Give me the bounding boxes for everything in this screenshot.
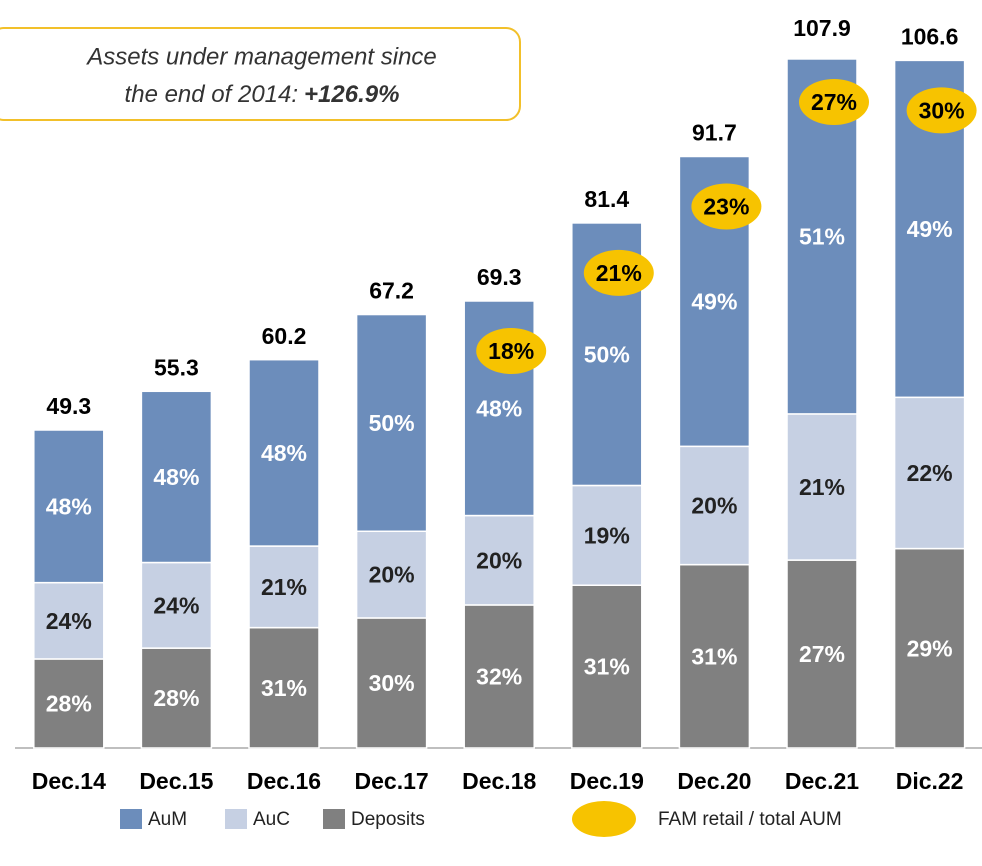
segment-label: 21% [261, 574, 307, 600]
segment-label: 48% [476, 395, 522, 421]
x-tick-label: Dic.22 [896, 768, 964, 794]
annotation: the end of 2014: +126.9% [125, 81, 400, 108]
legend-label: AuC [253, 809, 290, 830]
segment-label: 50% [584, 341, 630, 367]
segment-label: 24% [153, 592, 199, 618]
legend-swatch [323, 809, 345, 829]
fam-label: 21% [596, 260, 642, 286]
total-label: 49.3 [46, 393, 91, 419]
x-tick-label: Dec.19 [570, 768, 644, 794]
segment-label: 20% [476, 547, 522, 573]
fam-bubble [799, 79, 869, 125]
total-label: 67.2 [369, 278, 414, 304]
bar-segment [463, 604, 535, 749]
segment-label: 32% [476, 664, 522, 690]
segment-label: 30% [369, 670, 415, 696]
segment-label: 28% [153, 685, 199, 711]
fam-label: 27% [811, 89, 857, 115]
bar-segment [678, 563, 751, 749]
annotation-box [0, 27, 521, 121]
bar-segment [463, 514, 535, 606]
annotation: the end of 2014: [125, 81, 298, 108]
bar-segment [33, 658, 105, 749]
segment-label: 48% [46, 493, 92, 519]
legend-swatch [225, 809, 247, 829]
fam-bubble [906, 87, 977, 134]
segment-label: 29% [907, 635, 953, 661]
total-label: 55.3 [154, 354, 199, 380]
x-tick-label: Dec.16 [247, 768, 321, 794]
segment-label: 20% [369, 562, 415, 588]
total-label: 60.2 [262, 323, 307, 349]
x-tick-label: Dec.20 [677, 768, 751, 794]
bar-segment [140, 390, 213, 564]
legend-label: Deposits [351, 809, 425, 830]
x-tick-label: Dec.18 [462, 768, 536, 794]
bar-segment [140, 647, 213, 749]
x-tick-label: Dec.21 [785, 768, 859, 794]
segment-label: 48% [153, 464, 199, 490]
segment-label: 21% [799, 474, 845, 500]
total-label: 69.3 [477, 264, 522, 290]
segment-label: 31% [261, 675, 307, 701]
bar-segment [571, 484, 643, 586]
total-label: 107.9 [793, 15, 851, 41]
bar-segment [355, 617, 428, 749]
bar-segment [786, 413, 858, 561]
fam-bubble [476, 327, 547, 374]
segment-label: 50% [369, 410, 415, 436]
bar-segment [248, 358, 320, 547]
bar-segment [893, 547, 966, 749]
segment-label: 49% [907, 216, 953, 242]
segment-label: 49% [691, 288, 737, 314]
segment-label: 51% [799, 224, 845, 250]
bar-segment [355, 530, 428, 619]
segment-label: 28% [46, 691, 92, 717]
total-label: 91.7 [692, 120, 737, 146]
segment-label: 24% [46, 608, 92, 634]
bar-segment [786, 559, 858, 749]
segment-label: 31% [584, 654, 630, 680]
bar-segment [355, 313, 428, 533]
x-tick-label: Dec.14 [32, 768, 106, 794]
fam-label: 30% [919, 97, 965, 123]
annotation-highlight: +126.9% [304, 81, 399, 108]
fam-label: 23% [703, 194, 749, 220]
legend-label: AuM [148, 809, 187, 830]
legend-label: FAM retail / total AUM [658, 809, 842, 830]
segment-label: 22% [907, 460, 953, 486]
bar-segment [571, 584, 643, 749]
total-label: 106.6 [901, 23, 959, 49]
segment-label: 48% [261, 440, 307, 466]
legend-swatch [120, 809, 142, 829]
bar-segment [33, 429, 105, 584]
annotation: Assets under management since [85, 43, 437, 70]
bar-segment [33, 581, 105, 660]
segment-label: 27% [799, 641, 845, 667]
legend-swatch [572, 801, 636, 837]
fam-label: 18% [488, 338, 534, 364]
fam-bubble [691, 183, 762, 230]
segment-label: 20% [691, 493, 737, 519]
x-tick-label: Dec.15 [139, 768, 213, 794]
fam-bubble [583, 249, 654, 296]
segment-label: 31% [691, 643, 737, 669]
bar-segment [678, 445, 751, 566]
segment-label: 19% [584, 522, 630, 548]
total-label: 81.4 [584, 186, 629, 212]
x-tick-label: Dec.17 [355, 768, 429, 794]
